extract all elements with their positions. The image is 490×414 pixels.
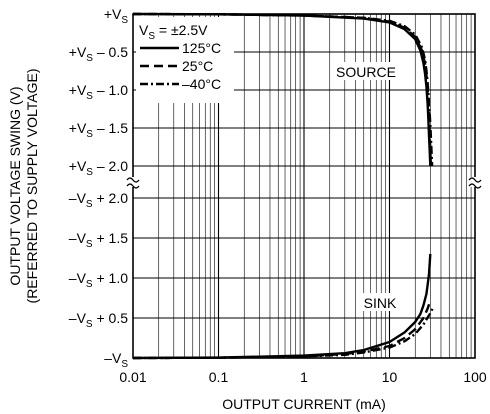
series-source-40C bbox=[132, 12, 434, 167]
series-source-25C bbox=[132, 12, 433, 167]
x-tick-label: 0.1 bbox=[209, 369, 229, 385]
y-tick-label: –VS + 1.0 bbox=[69, 270, 128, 290]
y-tick-label: +VS – 1.5 bbox=[69, 120, 128, 140]
y-tick-label: –VS bbox=[104, 350, 128, 370]
source-label-bg bbox=[331, 62, 401, 80]
x-tick-labels: 0.01 0.1 1 10 100 bbox=[119, 369, 487, 385]
axis-break-gap bbox=[469, 177, 481, 187]
legend-label: 125°C bbox=[182, 40, 221, 56]
sink-label: SINK bbox=[364, 295, 397, 311]
y-tick-label: +VS – 2.0 bbox=[69, 158, 128, 178]
x-axis-title: OUTPUT CURRENT (mA) bbox=[222, 396, 386, 412]
axis-break-mark bbox=[126, 183, 140, 189]
series-curves bbox=[132, 12, 434, 360]
annotations: SOURCE SINK bbox=[331, 62, 401, 311]
legend: VS = ±2.5V 125°C 25°C –40°C bbox=[136, 17, 234, 103]
y-tick-label: –VS + 2.0 bbox=[69, 190, 128, 210]
y-tick-labels: +VS +VS – 0.5 +VS – 1.0 +VS – 1.5 +VS – 2.0 –… bbox=[69, 6, 129, 370]
axis-break-mark bbox=[468, 183, 482, 189]
y-tick-label: –VS + 0.5 bbox=[69, 310, 128, 330]
source-label: SOURCE bbox=[336, 64, 396, 80]
x-tick-label: 1 bbox=[300, 369, 308, 385]
legend-box bbox=[136, 17, 234, 103]
x-tick-label: 10 bbox=[382, 369, 398, 385]
legend-label: 25°C bbox=[182, 58, 213, 74]
legend-condition: VS = ±2.5V bbox=[139, 22, 208, 42]
axis-break-mark bbox=[468, 177, 482, 183]
y-tick-label: –VS + 1.5 bbox=[69, 230, 128, 250]
y-tick-label: +VS – 0.5 bbox=[69, 44, 128, 64]
x-tick-label: 0.01 bbox=[119, 369, 146, 385]
axis-break-mark bbox=[126, 177, 140, 183]
y-axis-title-line2: (REFERRED TO SUPPLY VOLTAGE) bbox=[24, 69, 40, 304]
sink-label-bg bbox=[360, 293, 400, 311]
series-sink-25C bbox=[132, 300, 432, 360]
y-axis-title-line1: OUTPUT VOLTAGE SWING (V) bbox=[7, 86, 23, 285]
axis-break bbox=[126, 177, 482, 189]
y-tick-label: +VS bbox=[104, 6, 129, 26]
x-tick-label: 100 bbox=[463, 369, 487, 385]
axis-break-gap bbox=[127, 177, 139, 187]
legend-label: –40°C bbox=[182, 76, 221, 92]
series-sink-40C bbox=[132, 307, 434, 360]
y-tick-label: +VS – 1.0 bbox=[69, 82, 128, 102]
